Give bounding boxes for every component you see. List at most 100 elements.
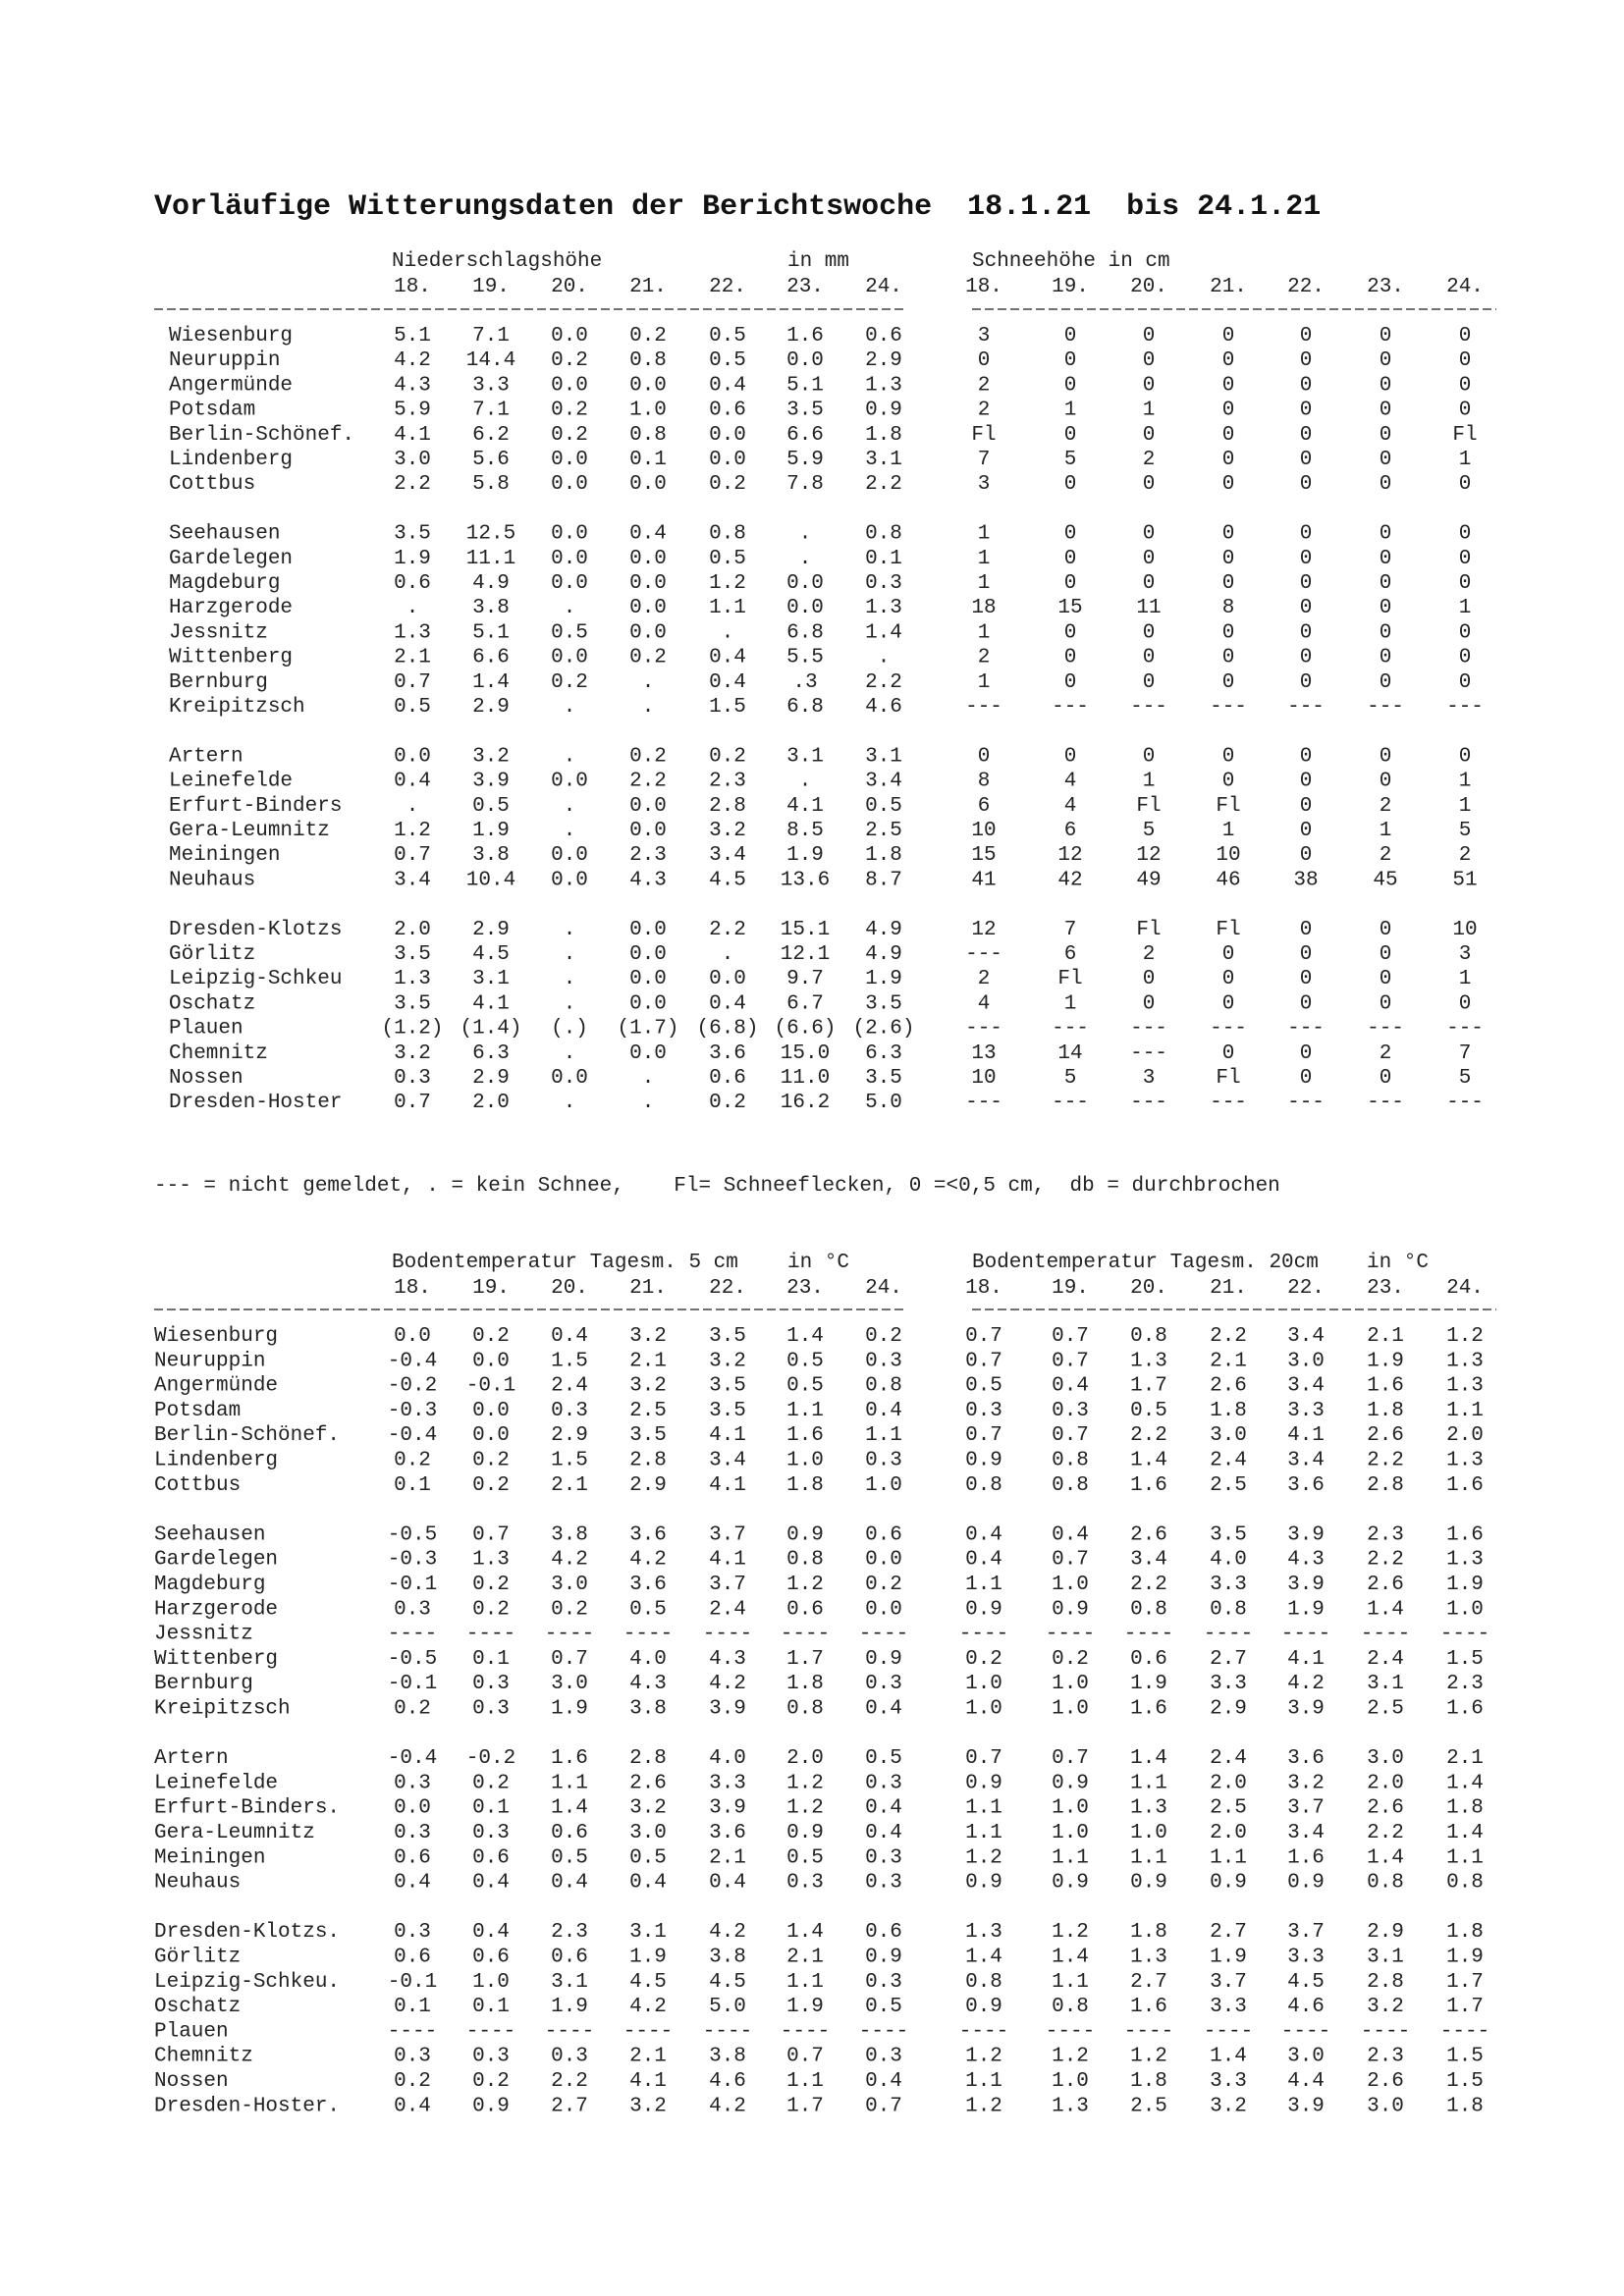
cell: 3.6 (629, 1523, 667, 1546)
cell: 1.0 (865, 1474, 902, 1497)
cell: 0.0 (551, 449, 588, 471)
cell: -0.4 (388, 1350, 437, 1372)
cell: 0 (1222, 325, 1235, 347)
cell: 0.0 (629, 919, 667, 941)
cell: 1.5 (1446, 1648, 1484, 1671)
cell: 0.2 (965, 1648, 1002, 1671)
cell: 0.9 (1130, 1872, 1167, 1895)
column-header: Bodentemperatur Tagesm. 20cm (972, 1252, 1319, 1274)
cell: 0.2 (394, 2070, 431, 2093)
cell: 3.0 (1287, 2046, 1325, 2068)
cell: 2 (978, 400, 991, 422)
cell: 0 (1222, 968, 1235, 990)
station-name: Magdeburg (154, 1574, 265, 1596)
cell: 1.9 (1210, 1947, 1247, 1969)
cell: 2.1 (551, 1474, 588, 1497)
cell: 0 (1380, 771, 1392, 793)
cell: 0 (1380, 374, 1392, 397)
cell: --- (965, 1018, 1002, 1041)
cell: ---- (781, 1624, 830, 1646)
cell: 6.6 (472, 647, 510, 669)
station-name: Dresden-Hoster. (154, 2095, 340, 2117)
cell: 1.0 (1052, 1822, 1089, 1844)
cell: 0 (1380, 449, 1392, 471)
cell: . (722, 621, 734, 644)
cell: 10.4 (466, 869, 515, 891)
cell: --- (1367, 696, 1404, 719)
cell: -0.2 (388, 1375, 437, 1398)
cell: 3.5 (865, 992, 902, 1015)
cell: 0 (1064, 647, 1077, 669)
cell: 3.5 (394, 523, 431, 546)
cell: 0.2 (551, 424, 588, 447)
cell: 0.2 (472, 1474, 510, 1497)
station-name: Neuruppin (154, 1350, 265, 1372)
cell: 0.7 (394, 844, 431, 867)
cell: 1.8 (1446, 1921, 1484, 1944)
cell: 0.4 (1052, 1375, 1089, 1398)
cell: 3.4 (709, 844, 746, 867)
cell: . (799, 771, 812, 793)
cell: 3.4 (709, 1450, 746, 1472)
cell: ---- (1204, 1624, 1253, 1646)
cell: 4.1 (629, 2070, 667, 2093)
station-name: Görlitz (169, 943, 255, 966)
cell: 0.3 (394, 1822, 431, 1844)
cell: 0.8 (1130, 1325, 1167, 1348)
cell: 0.0 (472, 1400, 510, 1422)
cell: 0.7 (1052, 1350, 1089, 1372)
cell: 0.0 (629, 1042, 667, 1065)
cell: 0.3 (786, 1872, 824, 1895)
cell: 0 (1459, 647, 1472, 669)
cell: 3.1 (629, 1921, 667, 1944)
cell: 4.3 (629, 869, 667, 891)
station-name: Wittenberg (154, 1648, 278, 1671)
cell: --- (965, 943, 1002, 966)
cell: 0.9 (965, 1450, 1002, 1472)
cell: --- (1210, 1018, 1247, 1041)
cell: 2.9 (472, 696, 510, 719)
cell: 0.0 (551, 771, 588, 793)
cell: 0.8 (965, 1971, 1002, 1994)
cell: 1.9 (1446, 1574, 1484, 1596)
cell: 5.1 (472, 621, 510, 644)
station-name: Jessnitz (154, 1624, 253, 1646)
cell: 0 (1064, 374, 1077, 397)
cell: 1.1 (1130, 1846, 1167, 1869)
cell: 0 (1143, 523, 1156, 546)
cell: 0 (1064, 349, 1077, 372)
cell: 14 (1057, 1042, 1082, 1065)
cell: 0.2 (551, 671, 588, 694)
cell: 0.3 (551, 1400, 588, 1422)
cell: 1.1 (865, 1424, 902, 1447)
cell: 1.3 (1446, 1375, 1484, 1398)
cell: 2.9 (551, 1424, 588, 1447)
cell: Fl (1057, 968, 1082, 990)
cell: 0.6 (472, 1846, 510, 1869)
cell: 4.2 (709, 1673, 746, 1695)
cell: 0 (1064, 424, 1077, 447)
cell: 8.5 (786, 820, 824, 842)
cell: 1.9 (786, 844, 824, 867)
station-name: Harzgerode (154, 1598, 278, 1621)
cell: 0.3 (865, 1872, 902, 1895)
cell: 1.1 (1130, 1772, 1167, 1794)
cell: 0.5 (1130, 1400, 1167, 1422)
cell: 6.2 (472, 424, 510, 447)
cell: 0 (1143, 325, 1156, 347)
cell: 0.0 (551, 844, 588, 867)
cell: 0.0 (709, 424, 746, 447)
station-name: Artern (169, 745, 244, 768)
cell: 4.2 (629, 1549, 667, 1572)
cell: 4.9 (865, 943, 902, 966)
cell: 1 (978, 621, 991, 644)
cell: 4.2 (394, 349, 431, 372)
cell: 3 (1143, 1067, 1156, 1090)
station-name: Lindenberg (169, 449, 293, 471)
cell: 0 (1222, 424, 1235, 447)
cell: . (564, 696, 576, 719)
cell: --- (1287, 696, 1325, 719)
cell: 2 (1380, 795, 1392, 818)
cell: 0.0 (629, 621, 667, 644)
cell: 5.0 (709, 1996, 746, 2018)
